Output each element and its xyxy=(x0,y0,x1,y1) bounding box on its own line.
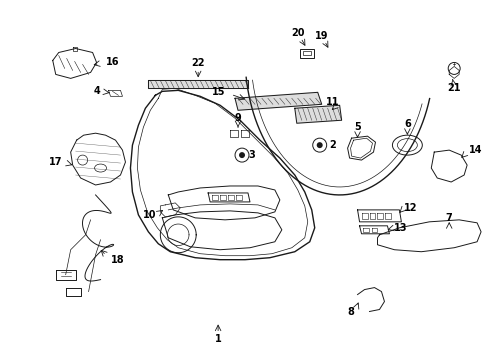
Text: 19: 19 xyxy=(314,31,328,41)
Polygon shape xyxy=(294,105,341,123)
Text: 21: 21 xyxy=(447,84,460,93)
Text: 15: 15 xyxy=(211,87,224,97)
Circle shape xyxy=(239,152,244,158)
Text: 6: 6 xyxy=(403,119,410,129)
Text: 9: 9 xyxy=(234,113,241,123)
Text: 11: 11 xyxy=(325,97,339,107)
Polygon shape xyxy=(235,92,321,110)
Text: 20: 20 xyxy=(290,28,304,37)
Text: 7: 7 xyxy=(445,213,452,223)
Text: 3: 3 xyxy=(247,150,254,160)
Text: 2: 2 xyxy=(329,140,336,150)
Text: 4: 4 xyxy=(94,86,101,96)
Text: 13: 13 xyxy=(394,223,407,233)
Text: 18: 18 xyxy=(110,255,124,265)
Text: 10: 10 xyxy=(142,210,156,220)
Text: 8: 8 xyxy=(347,307,354,318)
Text: 16: 16 xyxy=(105,58,119,67)
Text: 14: 14 xyxy=(468,145,482,155)
Text: 5: 5 xyxy=(353,122,360,132)
Circle shape xyxy=(316,142,322,148)
Text: 17: 17 xyxy=(49,157,62,167)
Text: 12: 12 xyxy=(404,203,417,213)
Text: 22: 22 xyxy=(191,58,204,68)
Text: 1: 1 xyxy=(214,334,221,345)
